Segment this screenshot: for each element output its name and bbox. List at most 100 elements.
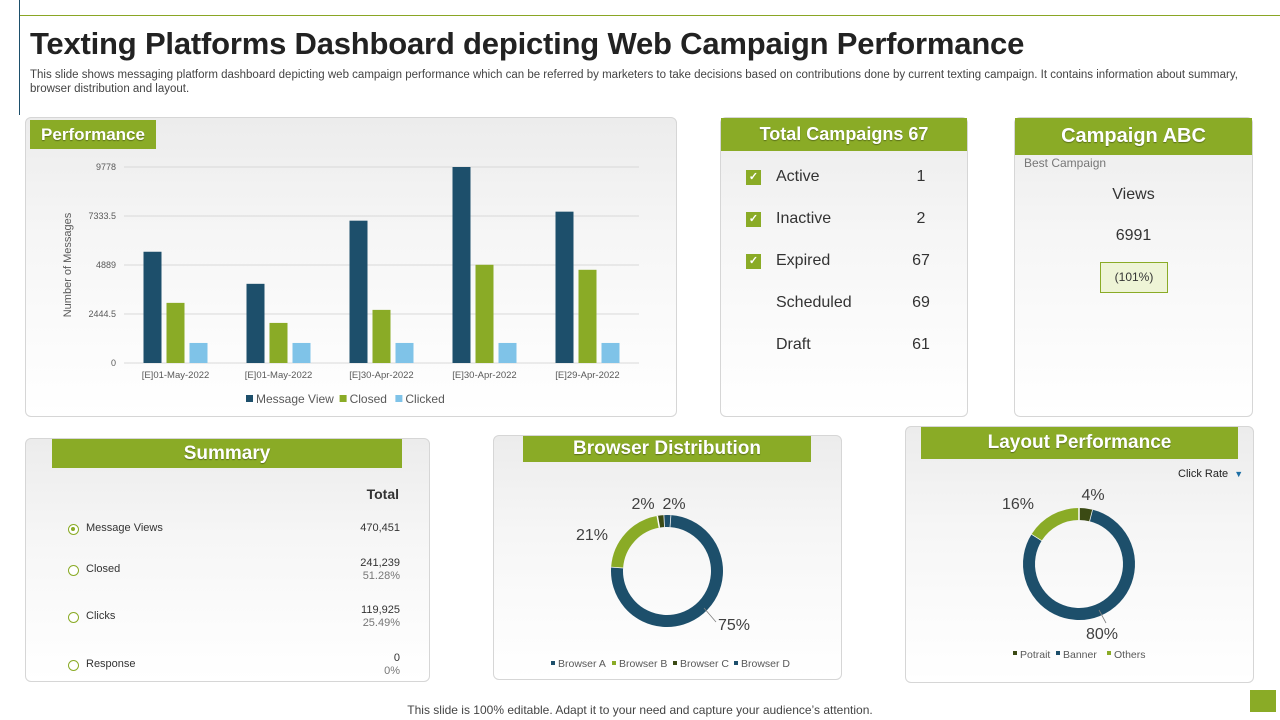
campaign-abc-heading: Campaign ABC (1015, 118, 1252, 155)
chart-legend: Message View Closed Clicked (246, 392, 445, 406)
layout-performance-heading: Layout Performance (921, 427, 1238, 459)
caret-down-icon: ▼ (1234, 469, 1244, 479)
donut-slice-browser-c (657, 515, 665, 528)
bar-closed (578, 269, 597, 363)
slice-separator (1031, 533, 1043, 542)
bar-message-view (555, 211, 574, 363)
summary-row: Clicks 119,925 25.49% (26, 604, 430, 639)
page-subtitle: This slide shows messaging platform dash… (30, 69, 1238, 95)
summary-label: Closed (86, 563, 121, 575)
donut-slice-browser-a (611, 515, 723, 627)
checkbox-checked-icon[interactable]: ✓ (746, 254, 761, 269)
bar-closed (372, 309, 391, 363)
bar-message-view (246, 283, 265, 363)
campaign-status-value: 2 (916, 210, 926, 227)
legend-swatch (734, 661, 738, 665)
summary-percentage: 25.49% (362, 617, 400, 629)
slice-value-label: 21% (576, 527, 608, 544)
click-rate-label: Click Rate (1178, 468, 1229, 480)
browser-legend: Browser A Browser B Browser C Browser D (551, 658, 790, 670)
page-title: Texting Platforms Dashboard depicting We… (30, 26, 1025, 61)
legend-swatch (246, 395, 253, 402)
donut-slice-browser-b (611, 515, 660, 568)
summary-value: 470,451 (360, 522, 400, 534)
x-tick-label: [E]29-Apr-2022 (555, 370, 619, 381)
legend-label: Closed (350, 392, 387, 406)
performance-heading: Performance (30, 120, 156, 149)
bar-clicked (601, 342, 620, 363)
radio-icon[interactable] (68, 524, 79, 535)
campaign-status-row: ✓ Expired 67 (721, 248, 967, 278)
summary-value-group: 0 0% (384, 652, 400, 678)
legend-swatch (395, 395, 403, 402)
slice-value-label: 80% (1086, 626, 1118, 643)
campaign-status-label: Active (776, 168, 820, 185)
checkbox-checked-icon[interactable]: ✓ (746, 170, 761, 185)
browser-distribution-heading: Browser Distribution (523, 436, 811, 462)
checkbox-checked-icon[interactable]: ✓ (746, 212, 761, 227)
bar-clicked (189, 342, 208, 363)
browser-distribution-chart: 75% 21% 2% 2% Browser A Browser B Browser C Bro… (551, 496, 790, 670)
legend-label: Browser C (680, 658, 729, 670)
side-rule (19, 0, 20, 115)
x-tick-label: [E]30-Apr-2022 (452, 370, 516, 381)
radio-icon[interactable] (68, 612, 79, 623)
summary-value: 0 (393, 652, 400, 664)
slice-value-label: 2% (662, 496, 685, 513)
legend-label: Browser A (558, 658, 606, 670)
bar-message-view (143, 251, 162, 363)
radio-icon[interactable] (68, 565, 79, 576)
summary-label: Message Views (86, 522, 163, 534)
campaign-status-label: Draft (776, 336, 811, 353)
layout-legend: Potrait Banner Others (1013, 649, 1146, 661)
summary-panel: Summary Total Message Views 470,451 Closed… (25, 438, 430, 682)
views-value: 6991 (1115, 227, 1152, 244)
bar-closed (475, 264, 494, 363)
layout-performance-panel: Layout Performance Click Rate ▼ 4% 80% 16%… (905, 426, 1254, 683)
donut-slice-others (1031, 508, 1080, 541)
campaign-status-row: ✓ Active 1 (721, 164, 967, 194)
legend-label: Banner (1063, 649, 1097, 661)
campaign-abc-panel: Campaign ABC Best Campaign Views 6991 (1… (1014, 117, 1253, 417)
legend-label: Others (1114, 649, 1146, 661)
y-tick-label: 0 (111, 358, 116, 368)
bar-closed (166, 302, 185, 363)
summary-row: Closed 241,239 51.28% (26, 557, 430, 592)
slice-value-label: 16% (1002, 496, 1034, 513)
campaign-status-label: Inactive (776, 210, 832, 227)
y-axis-label: Number of Messages (62, 212, 74, 317)
slice-value-label: 75% (718, 617, 750, 634)
summary-value-group: 470,451 (360, 522, 400, 535)
bar-message-view (452, 167, 471, 363)
views-change-badge: (101%) (1100, 262, 1168, 293)
bar-closed (269, 322, 288, 363)
campaign-status-value: 69 (912, 294, 930, 311)
legend-label: Clicked (405, 392, 444, 406)
legend-swatch (673, 661, 677, 665)
summary-row: Message Views 470,451 (26, 521, 430, 551)
legend-swatch (339, 395, 347, 402)
slice-separator (669, 515, 673, 528)
summary-heading: Summary (52, 439, 402, 468)
radio-icon[interactable] (68, 660, 79, 671)
campaign-status-label: Scheduled (776, 294, 852, 311)
top-rule (20, 15, 1280, 16)
y-tick-label: 2444.5 (88, 309, 116, 319)
y-tick-label: 4889 (96, 260, 116, 270)
leader-line (1098, 609, 1107, 624)
legend-label: Potrait (1020, 649, 1050, 661)
click-rate-dropdown[interactable]: Click Rate ▼ (1178, 468, 1243, 480)
summary-value-group: 241,239 51.28% (360, 557, 400, 583)
corner-accent (1250, 690, 1276, 712)
total-campaigns-heading: Total Campaigns 67 (721, 118, 967, 151)
legend-swatch (1107, 651, 1111, 655)
slice-value-label: 2% (631, 496, 654, 513)
browser-distribution-panel: Browser Distribution 75% 21% 2% 2% Browser A… (493, 435, 842, 680)
summary-total-header: Total (366, 486, 399, 502)
donut-slice-potrait (1078, 508, 1093, 522)
campaign-abc-subheading: Best Campaign (1024, 156, 1107, 170)
bar-clicked (395, 342, 414, 363)
leader-line (703, 607, 717, 623)
bar-clicked (292, 342, 311, 363)
summary-value: 241,239 (360, 557, 400, 569)
